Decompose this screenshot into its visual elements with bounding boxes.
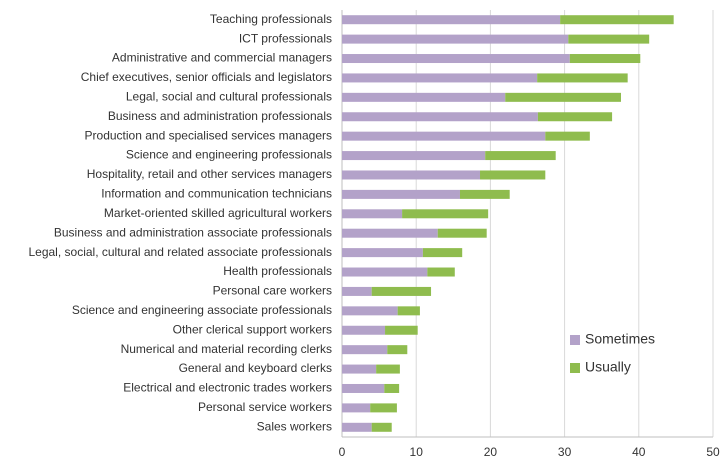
bar-segment xyxy=(342,345,388,355)
bar-segment xyxy=(505,92,621,102)
x-tick-label: 10 xyxy=(410,445,424,459)
y-tick-label: Chief executives, senior officials and l… xyxy=(81,70,332,84)
bar-segment xyxy=(568,34,650,44)
bar-segment xyxy=(342,92,506,102)
y-tick-label: Market-oriented skilled agricultural wor… xyxy=(104,206,332,220)
y-tick-label: Sales workers xyxy=(257,419,332,433)
bar-segment xyxy=(402,209,489,219)
bar-segment xyxy=(342,151,486,161)
bar-segment xyxy=(371,286,432,296)
y-tick-label: Administrative and commercial managers xyxy=(112,51,332,65)
bar-segment xyxy=(569,54,641,64)
bar-segment xyxy=(342,403,371,413)
x-tick-label: 30 xyxy=(558,445,572,459)
bar-segment xyxy=(342,189,460,199)
legend-label: Usually xyxy=(585,359,631,375)
bar-segment xyxy=(342,209,403,219)
bar-segment xyxy=(342,54,570,64)
bar-segment xyxy=(537,112,613,122)
bar-segment xyxy=(342,325,386,335)
x-tick-label: 0 xyxy=(339,445,346,459)
legend-swatch xyxy=(570,335,580,345)
y-tick-label: Production and specialised services mana… xyxy=(85,128,332,142)
bar-segment xyxy=(437,228,487,238)
y-tick-label: Hospitality, retail and other services m… xyxy=(87,167,332,181)
x-tick-label: 20 xyxy=(484,445,498,459)
y-tick-label: Personal care workers xyxy=(213,284,332,298)
bar-segment xyxy=(427,267,455,277)
y-tick-label: Science and engineering associate profes… xyxy=(72,303,332,317)
bar-segment xyxy=(560,15,674,25)
bar-segment xyxy=(537,73,628,83)
bar-segment xyxy=(459,189,510,199)
bar-segment xyxy=(342,15,561,25)
y-tick-label: Legal, social and cultural professionals xyxy=(126,90,332,104)
bar-segment xyxy=(370,403,397,413)
bar-segment xyxy=(342,131,546,141)
bar-segment xyxy=(485,151,556,161)
bar-segment xyxy=(384,383,400,393)
x-tick-label: 50 xyxy=(706,445,720,459)
bar-segment xyxy=(376,364,400,374)
x-tick-label: 40 xyxy=(632,445,646,459)
bar-segment xyxy=(385,325,418,335)
bar-segment xyxy=(480,170,546,180)
bar-segment xyxy=(342,34,569,44)
bar-segment xyxy=(342,383,385,393)
y-tick-label: Information and communication technician… xyxy=(101,187,332,201)
bar-segment xyxy=(342,112,538,122)
bar-segment xyxy=(422,248,463,258)
bar-segment xyxy=(342,73,538,83)
y-tick-label: Electrical and electronic trades workers xyxy=(123,381,332,395)
bar-segment xyxy=(342,267,428,277)
y-tick-label: Other clerical support workers xyxy=(173,322,332,336)
y-tick-label: Personal service workers xyxy=(198,400,332,414)
bar-segment xyxy=(342,228,438,238)
bar-segment xyxy=(397,306,420,316)
y-tick-label: Science and engineering professionals xyxy=(126,148,332,162)
y-tick-label: Business and administration professional… xyxy=(108,109,332,123)
bar-segment xyxy=(342,170,481,180)
y-tick-label: Business and administration associate pr… xyxy=(54,225,332,239)
y-tick-label: ICT professionals xyxy=(239,31,332,45)
y-tick-label: General and keyboard clerks xyxy=(179,361,332,375)
bar-segment xyxy=(342,286,372,296)
bar-segment xyxy=(545,131,590,141)
bar-segment xyxy=(342,248,423,258)
bar-segment xyxy=(371,422,392,432)
bar-segment xyxy=(387,345,408,355)
y-tick-label: Health professionals xyxy=(223,264,332,278)
legend-label: Sometimes xyxy=(585,331,655,347)
y-tick-label: Legal, social, cultural and related asso… xyxy=(28,245,332,259)
bar-segment xyxy=(342,306,398,316)
y-tick-label: Numerical and material recording clerks xyxy=(121,342,332,356)
legend-swatch xyxy=(570,363,580,373)
bar-segment xyxy=(342,364,377,374)
bar-segment xyxy=(342,422,372,432)
y-tick-label: Teaching professionals xyxy=(210,12,332,26)
